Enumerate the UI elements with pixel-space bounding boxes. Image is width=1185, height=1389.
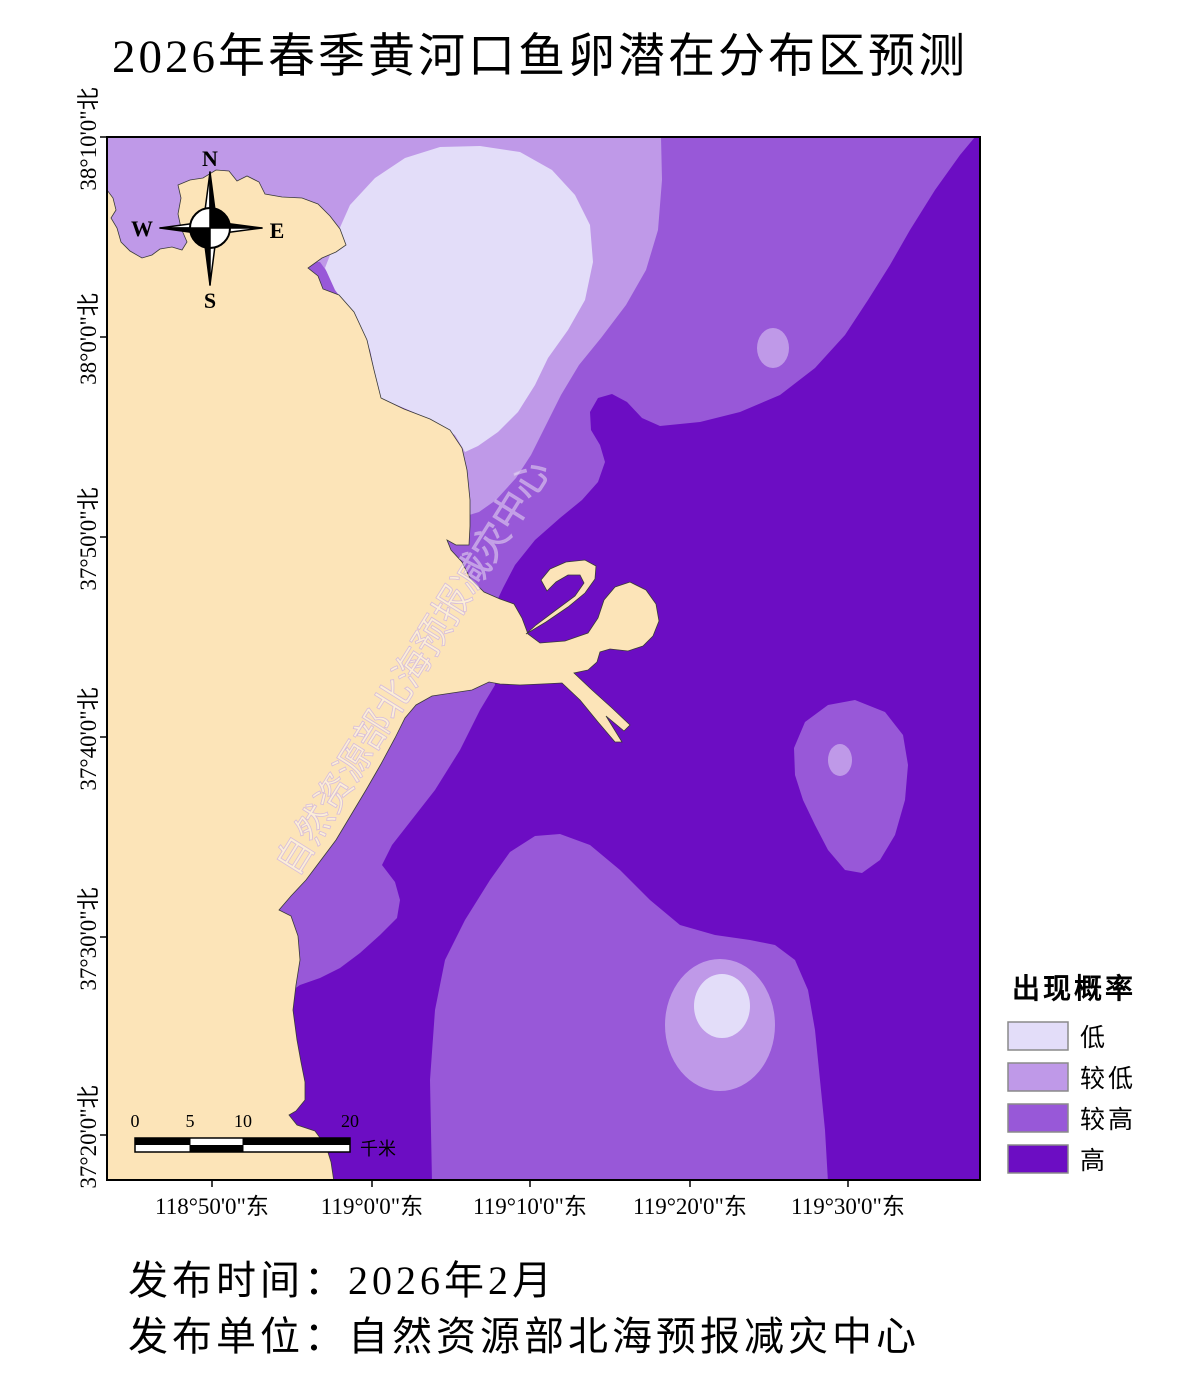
scale-bar-segment <box>190 1145 243 1152</box>
compass-rose-icon <box>159 171 263 286</box>
scale-bar-segment <box>243 1138 350 1145</box>
lat-label: 38°10'0"北 <box>76 87 101 190</box>
zone-low-north <box>325 146 593 452</box>
legend-label-high: 高 <box>1080 1147 1108 1175</box>
legend-swatch-lower <box>1007 1062 1069 1092</box>
lat-label: 38°0'0"北 <box>76 293 101 385</box>
scale-bar <box>134 1137 351 1153</box>
lon-label: 119°0'0"东 <box>321 1194 423 1219</box>
lon-label: 119°10'0"东 <box>473 1194 587 1219</box>
lat-label: 37°30'0"北 <box>76 887 101 990</box>
zone-higher-south <box>430 834 828 1180</box>
latitude-axis <box>100 136 107 1136</box>
legend-title: 出现概率 <box>1012 972 1136 1005</box>
river-mouth-spit <box>525 559 597 635</box>
compass-south-label: S <box>204 288 216 313</box>
legend-label-higher: 较高 <box>1080 1106 1136 1134</box>
compass-quadrant <box>209 207 231 229</box>
release-date: 发布时间：2026年2月 <box>128 1258 556 1303</box>
scale-bar-segment <box>135 1138 190 1145</box>
scale-tick-label: 20 <box>341 1111 359 1131</box>
scale-unit-label: 千米 <box>360 1139 396 1159</box>
map-frame <box>106 136 981 1181</box>
publisher: 发布单位：自然资源部北海预报减灾中心 <box>128 1314 920 1359</box>
longitude-axis <box>211 1180 849 1187</box>
legend-swatch-high <box>1007 1144 1069 1174</box>
legend-swatch-low <box>1007 1021 1069 1051</box>
compass-quadrant <box>189 227 211 249</box>
zone-low-south <box>694 974 750 1038</box>
lat-label: 37°50'0"北 <box>76 487 101 590</box>
compass-east-label: E <box>270 218 285 243</box>
page-title: 2026年春季黄河口鱼卵潜在分布区预测 <box>112 31 968 83</box>
land <box>107 169 660 1180</box>
lat-label: 37°20'0"北 <box>76 1085 101 1188</box>
lon-label: 118°50'0"东 <box>155 1194 269 1219</box>
legend-label-lower: 较低 <box>1080 1065 1136 1093</box>
compass-west-label: W <box>131 216 153 241</box>
lon-label: 119°30'0"东 <box>791 1194 905 1219</box>
scale-tick-label: 0 <box>131 1111 140 1131</box>
legend-label-low: 低 <box>1080 1024 1108 1052</box>
map-area <box>107 137 980 1180</box>
compass-north-label: N <box>202 146 218 171</box>
legend-swatch-higher <box>1007 1103 1069 1133</box>
legend: 出现概率 低 较低 较高 高 <box>1007 972 1136 1175</box>
zone-lower-east <box>828 744 852 776</box>
lat-label: 37°40'0"北 <box>76 687 101 790</box>
scale-tick-label: 5 <box>186 1111 195 1131</box>
scale-tick-label: 10 <box>234 1111 252 1131</box>
zone-lower-northeast-spot <box>757 328 789 368</box>
zone-higher-east <box>794 700 908 873</box>
lon-label: 119°20'0"东 <box>633 1194 747 1219</box>
